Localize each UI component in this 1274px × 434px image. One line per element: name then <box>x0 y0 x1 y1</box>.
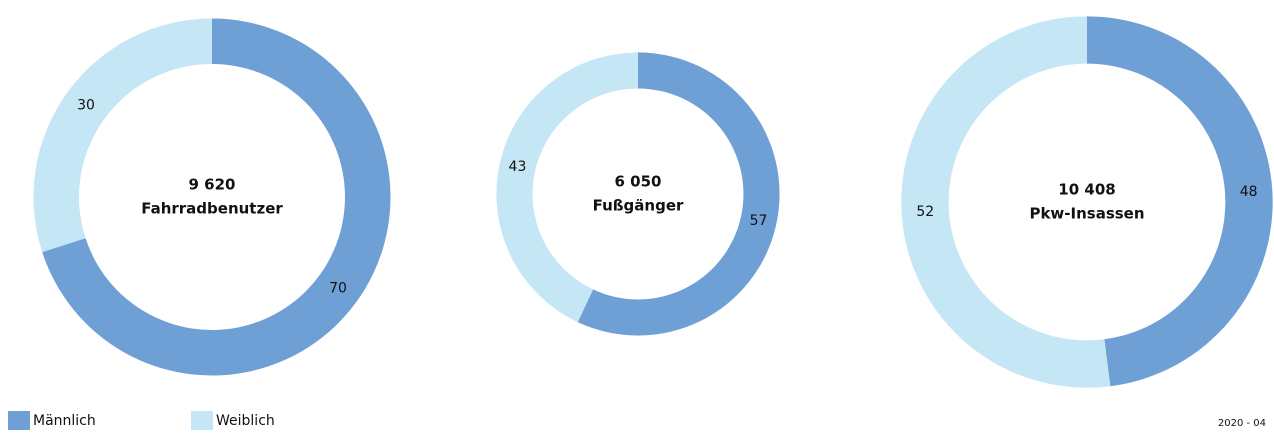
legend-label: Weiblich <box>216 413 275 429</box>
value-label: 48 <box>1240 184 1258 200</box>
donut-segment <box>1087 16 1273 387</box>
value-label: 52 <box>916 204 934 220</box>
donut-segment <box>901 16 1111 388</box>
center-title: Fahrradbenutzer <box>141 200 283 218</box>
center-title: Fußgänger <box>593 197 684 215</box>
footer: 2020 - 04 <box>1218 418 1266 429</box>
center-title: Pkw-Insassen <box>1029 205 1144 223</box>
donut-segment <box>33 18 213 253</box>
legend-swatch <box>8 411 30 430</box>
value-label: 70 <box>329 281 347 297</box>
value-label: 30 <box>77 97 95 113</box>
legend-label: Männlich <box>33 413 96 429</box>
value-label: 43 <box>509 159 527 175</box>
donut-segment <box>577 52 780 336</box>
center-total: 9 620 <box>189 176 236 194</box>
center-total: 6 050 <box>615 173 662 191</box>
donut-segment <box>496 52 638 323</box>
value-label: 57 <box>750 213 768 229</box>
legend-swatch <box>191 411 213 430</box>
center-total: 10 408 <box>1058 181 1115 199</box>
